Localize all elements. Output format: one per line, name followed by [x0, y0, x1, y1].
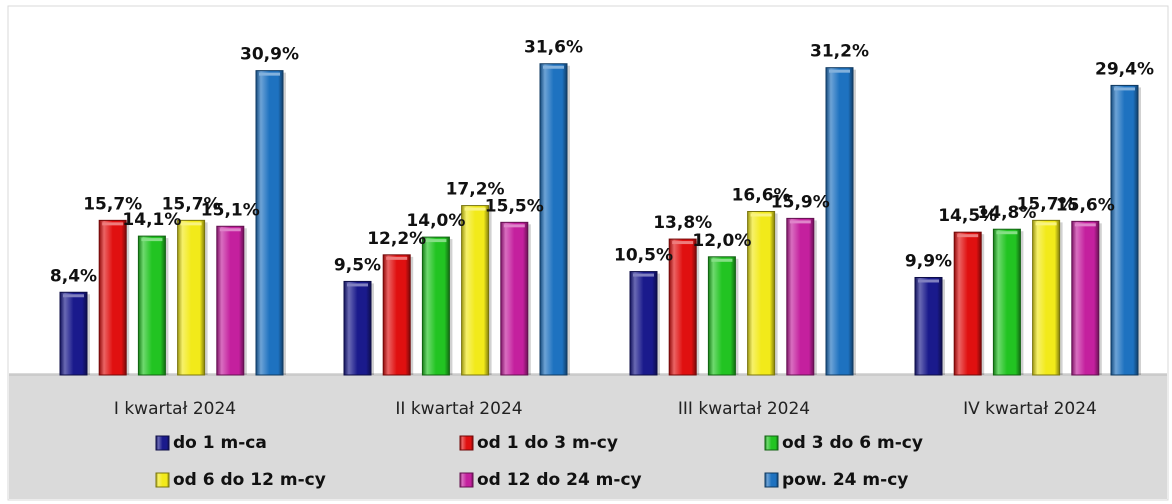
bar-od-1-do-3-m-cy-q3 — [668, 238, 700, 376]
data-label-od-6-do-12-m-cy-q2: 17,2% — [446, 180, 505, 200]
data-label-pow-24-m-cy-q4: 29,4% — [1095, 59, 1154, 79]
bar-od-12-do-24-m-cy-q3 — [786, 217, 817, 376]
legend-label: od 12 do 24 m-cy — [477, 470, 642, 490]
data-label-od-12-do-24-m-cy-q1: 15,1% — [201, 200, 260, 220]
data-label-od-3-do-6-m-cy-q1: 14,1% — [122, 210, 181, 230]
bar-do-1-m-ca-q2 — [343, 280, 374, 376]
data-label-od-3-do-6-m-cy-q4: 14,8% — [977, 203, 1036, 223]
data-label-pow-24-m-cy-q2: 31,6% — [524, 38, 583, 58]
bar-pow-24-m-cy-q3 — [825, 67, 856, 376]
data-label-do-1-m-ca-q4: 9,9% — [905, 251, 952, 271]
legend-item-od-12-do-24-m-cy[interactable]: od 12 do 24 m-cy — [459, 470, 642, 490]
bar-od-6-do-12-m-cy-q2 — [461, 205, 492, 376]
bar-pow-24-m-cy-q4 — [1110, 84, 1141, 376]
data-label-od-3-do-6-m-cy-q3: 12,0% — [692, 231, 751, 251]
legend-label: do 1 m-ca — [173, 433, 267, 453]
data-label-od-1-do-3-m-cy-q2: 12,2% — [367, 229, 426, 249]
data-label-od-6-do-12-m-cy-q3: 16,6% — [732, 185, 791, 205]
bar-od-6-do-12-m-cy-q3 — [747, 210, 778, 376]
data-label-pow-24-m-cy-q1: 30,9% — [240, 45, 299, 65]
axis-band — [9, 373, 1167, 499]
plot-frame — [7, 5, 1169, 501]
data-label-do-1-m-ca-q3: 10,5% — [614, 246, 673, 266]
legend-item-od-1-do-3-m-cy[interactable]: od 1 do 3 m-cy — [459, 433, 618, 453]
legend-swatch — [459, 472, 474, 488]
data-label-od-6-do-12-m-cy-q4: 15,7% — [1017, 194, 1076, 214]
data-label-od-12-do-24-m-cy-q4: 15,6% — [1056, 195, 1115, 215]
category-label-q3: III kwartał 2024 — [678, 399, 810, 419]
bar-pow-24-m-cy-q2 — [539, 63, 570, 376]
legend-swatch — [459, 435, 474, 451]
legend-label: pow. 24 m-cy — [782, 470, 908, 490]
data-labels-layer: 8,4%15,7%14,1%15,7%15,1%30,9%9,5%12,2%14… — [50, 38, 1154, 287]
data-label-od-1-do-3-m-cy-q1: 15,7% — [83, 194, 142, 214]
bar-od-12-do-24-m-cy-q4 — [1071, 220, 1102, 376]
legend-item-do-1-m-ca[interactable]: do 1 m-ca — [155, 433, 267, 453]
bar-od-12-do-24-m-cy-q2 — [500, 221, 531, 376]
data-label-od-12-do-24-m-cy-q2: 15,5% — [485, 196, 544, 216]
bar-do-1-m-ca-q4 — [914, 276, 945, 376]
data-label-pow-24-m-cy-q3: 31,2% — [810, 42, 869, 62]
bar-od-1-do-3-m-cy-q1 — [98, 219, 130, 376]
legend-item-od-6-do-12-m-cy[interactable]: od 6 do 12 m-cy — [155, 470, 326, 490]
bar-pow-24-m-cy-q1 — [255, 70, 286, 376]
data-label-do-1-m-ca-q2: 9,5% — [334, 255, 381, 275]
bar-do-1-m-ca-q1 — [59, 291, 90, 376]
legend-item-od-3-do-6-m-cy[interactable]: od 3 do 6 m-cy — [764, 433, 923, 453]
bars-layer — [59, 63, 1141, 376]
legend-label: od 6 do 12 m-cy — [173, 470, 326, 490]
bar-od-6-do-12-m-cy-q4 — [1032, 219, 1063, 376]
legend[interactable]: do 1 m-ca od 1 do 3 m-cy od 3 do 6 m-cy od … — [155, 433, 923, 490]
bar-od-3-do-6-m-cy-q3 — [707, 256, 739, 376]
category-labels-layer: I kwartał 2024 II kwartał 2024 III kwartał… — [114, 399, 1097, 419]
bar-od-1-do-3-m-cy-q4 — [953, 231, 985, 376]
legend-swatch — [764, 472, 779, 488]
bar-od-3-do-6-m-cy-q1 — [137, 235, 169, 376]
legend-item-pow-24-m-cy[interactable]: pow. 24 m-cy — [764, 470, 908, 490]
data-label-do-1-m-ca-q1: 8,4% — [50, 266, 97, 286]
bar-od-12-do-24-m-cy-q1 — [216, 225, 247, 376]
legend-swatch — [764, 435, 779, 451]
data-label-od-12-do-24-m-cy-q3: 15,9% — [771, 192, 830, 212]
category-label-q2: II kwartał 2024 — [395, 399, 522, 419]
data-label-od-1-do-3-m-cy-q4: 14,5% — [938, 206, 997, 226]
category-label-q1: I kwartał 2024 — [114, 399, 236, 419]
bar-od-3-do-6-m-cy-q2 — [421, 236, 453, 376]
bar-od-6-do-12-m-cy-q1 — [177, 219, 208, 376]
bar-od-3-do-6-m-cy-q4 — [992, 228, 1024, 376]
data-label-od-3-do-6-m-cy-q2: 14,0% — [406, 211, 465, 231]
bar-od-1-do-3-m-cy-q2 — [382, 254, 414, 376]
data-label-od-1-do-3-m-cy-q3: 13,8% — [653, 213, 712, 233]
category-label-q4: IV kwartał 2024 — [963, 399, 1097, 419]
legend-swatch — [155, 435, 170, 451]
data-label-od-6-do-12-m-cy-q1: 15,7% — [162, 194, 221, 214]
legend-label: od 1 do 3 m-cy — [477, 433, 618, 453]
legend-swatch — [155, 472, 170, 488]
legend-label: od 3 do 6 m-cy — [782, 433, 923, 453]
bar-do-1-m-ca-q3 — [629, 271, 660, 376]
